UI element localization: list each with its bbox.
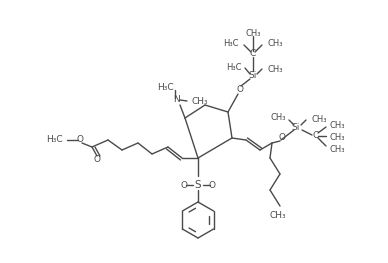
Text: CH₃: CH₃ <box>330 144 345 154</box>
Text: CH₃: CH₃ <box>268 64 284 73</box>
Text: H₃C: H₃C <box>227 63 242 72</box>
Text: N: N <box>173 94 179 104</box>
Text: CH₃: CH₃ <box>312 115 327 124</box>
Text: Si: Si <box>249 72 257 80</box>
Text: CH₃: CH₃ <box>330 133 345 141</box>
Text: O: O <box>76 135 83 144</box>
Text: O: O <box>279 134 286 143</box>
Text: O: O <box>237 85 244 94</box>
Text: O: O <box>180 180 187 190</box>
Text: S: S <box>195 180 201 190</box>
Text: H₃C: H₃C <box>158 83 174 92</box>
Text: CH₃: CH₃ <box>330 120 345 129</box>
Text: CH₃: CH₃ <box>270 211 286 220</box>
Text: CH₃: CH₃ <box>267 38 282 48</box>
Text: C: C <box>250 48 256 58</box>
Text: CH₃: CH₃ <box>245 28 261 38</box>
Text: H₃C: H₃C <box>47 135 63 144</box>
Text: O: O <box>208 180 215 190</box>
Text: CH₃: CH₃ <box>191 97 208 105</box>
Text: CH₃: CH₃ <box>270 114 286 123</box>
Text: O: O <box>94 155 100 164</box>
Text: C: C <box>313 130 319 139</box>
Text: H₃C: H₃C <box>223 38 239 48</box>
Text: Si: Si <box>292 123 300 132</box>
